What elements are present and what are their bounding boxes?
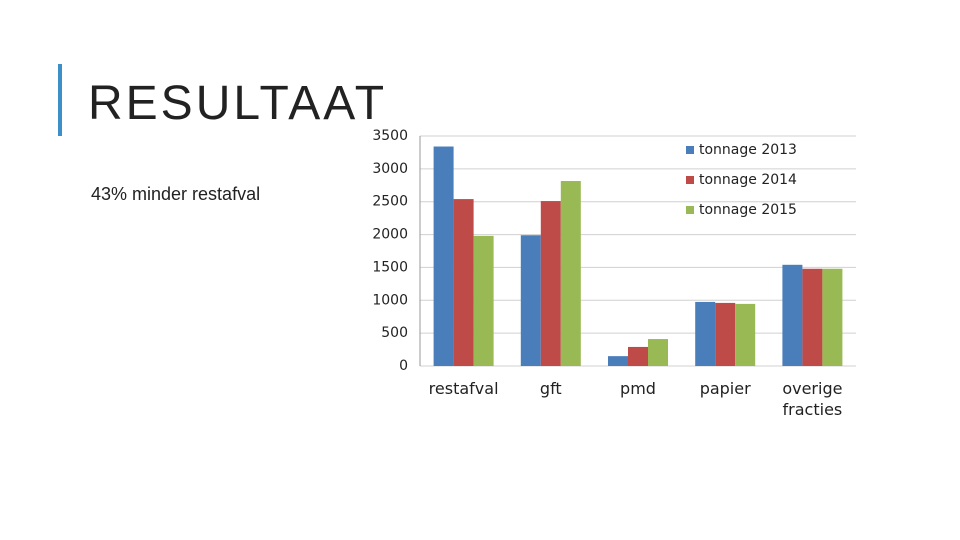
x-tick-label-box: restafval <box>428 379 499 398</box>
legend-swatch <box>686 176 694 184</box>
bar <box>648 339 668 366</box>
bar <box>782 264 803 366</box>
legend-swatch <box>686 146 694 154</box>
bar <box>802 268 823 366</box>
y-tick-label: 3500 <box>372 128 408 144</box>
y-tick-label: 2000 <box>372 227 408 243</box>
bar <box>715 302 736 366</box>
y-tick-label: 3000 <box>372 161 408 177</box>
x-tick-label-box: pmd <box>620 379 656 398</box>
bar <box>822 268 843 366</box>
bar <box>560 181 581 366</box>
accent-bar <box>58 64 62 136</box>
x-tick-label: pmd <box>620 379 656 398</box>
x-tick-label: overige fracties <box>782 379 843 419</box>
slide-title: RESULTAAT <box>88 77 388 130</box>
bar <box>695 301 716 366</box>
legend-label: tonnage 2015 <box>699 202 797 218</box>
bar <box>453 199 474 366</box>
bar <box>628 346 648 366</box>
x-tick-label: gft <box>539 379 562 398</box>
slide-text: 43% minder restafval <box>91 184 261 204</box>
bar <box>520 235 541 366</box>
x-tick-label: restafval <box>428 379 499 398</box>
y-tick-label: 1500 <box>372 259 408 275</box>
x-tick-label: papier <box>699 379 751 398</box>
y-tick-label: 1000 <box>372 292 408 308</box>
x-tick-label-box: papier <box>699 379 751 398</box>
legend-label: tonnage 2013 <box>699 142 797 158</box>
bar <box>608 356 628 366</box>
legend-swatch <box>686 206 694 214</box>
bar <box>540 201 561 366</box>
x-tick-label-box: overige fracties <box>782 379 843 419</box>
bar <box>735 303 756 366</box>
y-tick-label: 0 <box>399 358 408 374</box>
legend-label: tonnage 2014 <box>699 172 797 188</box>
x-tick-label-box: gft <box>539 379 562 398</box>
y-tick-label: 2500 <box>372 194 408 210</box>
bar <box>473 235 494 366</box>
y-tick-label: 500 <box>381 325 408 341</box>
bar <box>433 146 454 366</box>
